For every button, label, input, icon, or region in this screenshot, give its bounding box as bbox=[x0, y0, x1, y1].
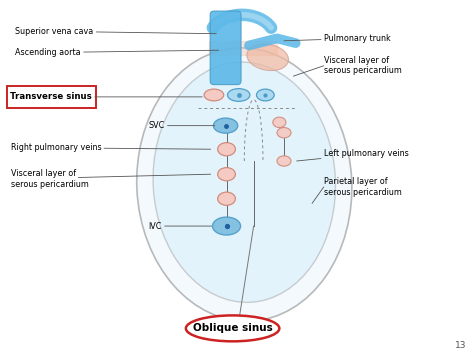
Ellipse shape bbox=[277, 156, 291, 166]
Ellipse shape bbox=[273, 117, 286, 127]
Ellipse shape bbox=[218, 143, 236, 156]
Ellipse shape bbox=[204, 89, 224, 101]
Text: Parietal layer of
serous pericardium: Parietal layer of serous pericardium bbox=[324, 177, 401, 197]
FancyBboxPatch shape bbox=[7, 86, 96, 108]
Ellipse shape bbox=[137, 48, 352, 321]
Ellipse shape bbox=[186, 315, 279, 342]
Ellipse shape bbox=[247, 44, 289, 71]
Text: Visceral layer of
serous pericardium: Visceral layer of serous pericardium bbox=[324, 56, 401, 76]
Text: SVC: SVC bbox=[148, 121, 215, 130]
Text: Visceral layer of
serous pericardium: Visceral layer of serous pericardium bbox=[10, 169, 89, 189]
Text: 13: 13 bbox=[455, 340, 466, 350]
FancyBboxPatch shape bbox=[210, 11, 241, 84]
Ellipse shape bbox=[218, 168, 236, 181]
Ellipse shape bbox=[213, 118, 238, 133]
Text: Ascending aorta: Ascending aorta bbox=[15, 48, 219, 57]
Text: Superior vena cava: Superior vena cava bbox=[15, 27, 216, 36]
Ellipse shape bbox=[218, 192, 236, 205]
Ellipse shape bbox=[153, 62, 336, 302]
Text: Right pulmonary veins: Right pulmonary veins bbox=[10, 143, 210, 152]
Ellipse shape bbox=[256, 89, 274, 101]
Text: IVC: IVC bbox=[148, 222, 211, 230]
Ellipse shape bbox=[212, 217, 241, 235]
Text: Transverse sinus: Transverse sinus bbox=[10, 92, 92, 102]
Text: Left pulmonary veins: Left pulmonary veins bbox=[297, 149, 409, 161]
Text: Oblique sinus: Oblique sinus bbox=[193, 323, 273, 333]
Ellipse shape bbox=[228, 89, 250, 102]
Ellipse shape bbox=[277, 127, 291, 138]
Text: Pulmonary trunk: Pulmonary trunk bbox=[284, 34, 391, 43]
